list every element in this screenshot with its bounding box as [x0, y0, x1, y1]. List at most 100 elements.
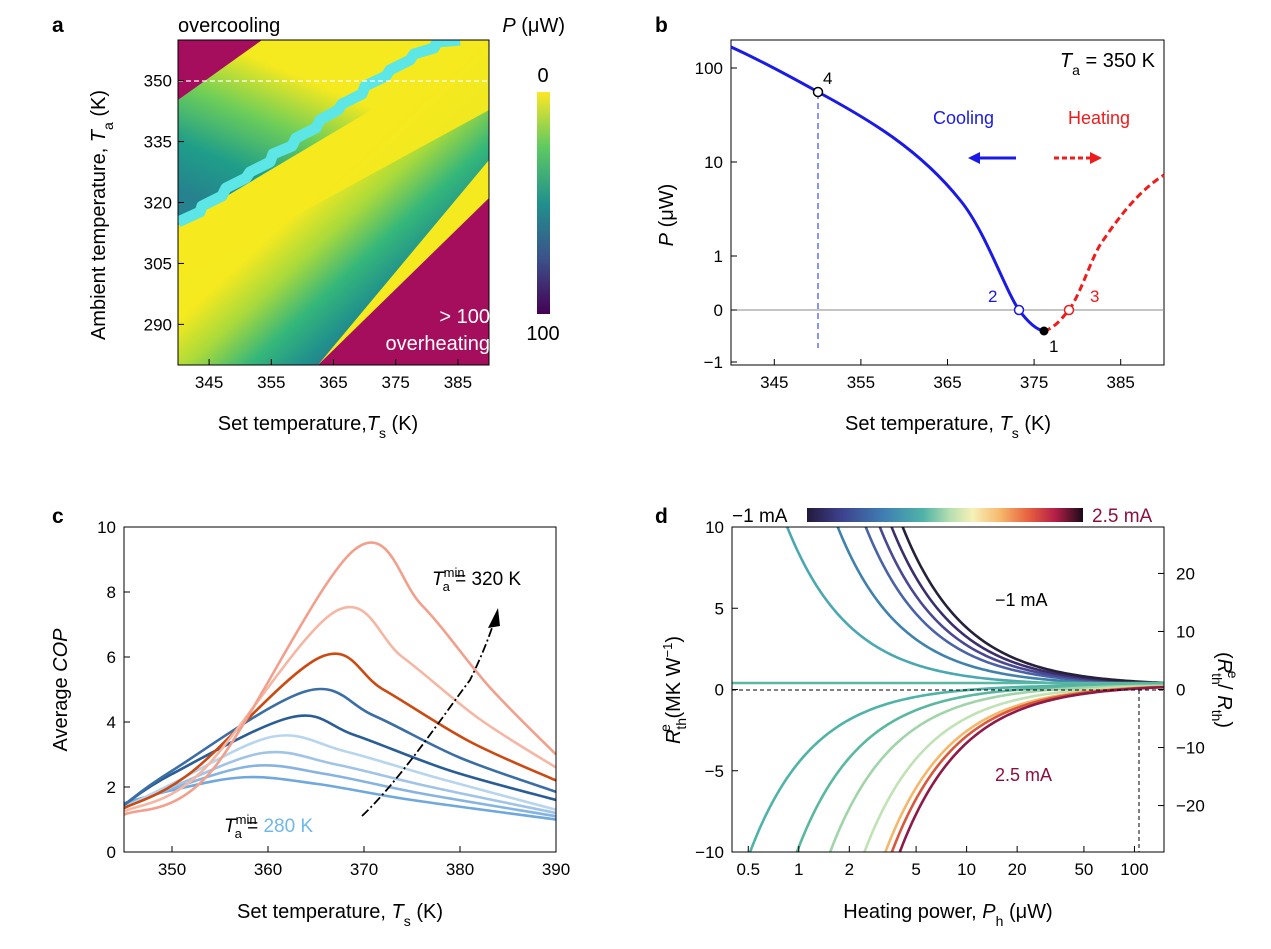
colorbar-d — [807, 508, 1083, 522]
x-tick-label: 20 — [1008, 860, 1027, 879]
panel-c-curves — [124, 541, 556, 821]
panel-c-xlabel: Set temperature, Ts (K) — [237, 901, 443, 929]
panel-d-ticks: 0.5 1 2 5 10 20 50 100 −10 −5 0 5 10 −20 −10 0 10 20 — [695, 518, 1205, 879]
y-right-tick-label: 20 — [1176, 564, 1195, 583]
panel-d-ylabel-right: (Rthe / Rth) — [1209, 652, 1241, 728]
overheating-value-label: > 100 — [439, 306, 490, 328]
point-2-marker — [1013, 304, 1025, 316]
x-tick-label: 370 — [350, 860, 378, 879]
panel-c-trend-arrow — [361, 621, 495, 817]
panel-c-ylabel: Average COP — [50, 628, 72, 752]
y-tick-label: 100 — [695, 59, 723, 78]
x-tick-label: 360 — [254, 860, 282, 879]
heating-curve — [1043, 173, 1165, 333]
panel-a-ylabel: Ambient temperature, Ta (K) — [88, 90, 116, 340]
x-tick-label: 380 — [446, 860, 474, 879]
y-tick-label: 2 — [107, 778, 116, 797]
y-tick-label: −5 — [705, 762, 724, 781]
panel-d-label-minus1: −1 mA — [995, 590, 1048, 610]
point-1-label: 1 — [1049, 337, 1058, 356]
x-tick-label: 355 — [257, 373, 285, 392]
y-right-tick-label: −20 — [1176, 797, 1205, 816]
y-tick-label: 4 — [107, 713, 116, 732]
x-tick-label: 2 — [845, 860, 854, 879]
cop-curve-9 — [124, 541, 556, 816]
y-tick-label: 350 — [144, 72, 172, 91]
panel-d-xlabel: Heating power, Ph (μW) — [843, 901, 1052, 929]
panel-b-xlabel: Set temperature, Ts (K) — [845, 413, 1051, 441]
cooling-label: Cooling — [933, 108, 994, 128]
panel-d-label-2p5: 2.5 mA — [995, 765, 1052, 785]
panel-c-bottom-label: Tmin a = 280 K — [224, 812, 313, 841]
point-3-label: 3 — [1090, 287, 1099, 306]
x-tick-label: 5 — [911, 860, 920, 879]
zero-power-line — [178, 40, 461, 228]
heatmap-yellow-stripe — [178, 40, 489, 280]
cop-curve-8 — [124, 605, 556, 813]
panel-a-xlabel: Set temperature,Ts (K) — [218, 413, 418, 441]
cop-curve-6 — [124, 687, 556, 806]
y-tick-label: 320 — [144, 194, 172, 213]
point-1-marker — [1039, 326, 1049, 336]
x-tick-label: 385 — [444, 373, 472, 392]
y-tick-label: 6 — [107, 648, 116, 667]
colorbar-a-top: 0 — [537, 65, 548, 87]
y-tick-label: 10 — [97, 518, 116, 537]
cop-curve-4 — [124, 734, 556, 812]
cooling-arrowhead — [968, 152, 980, 164]
y-right-tick-label: 10 — [1176, 622, 1195, 641]
y-tick-label: 5 — [715, 599, 724, 618]
y-tick-label: 8 — [107, 583, 116, 602]
panel-b-ylabel: P (μW) — [656, 184, 678, 247]
x-tick-label: 10 — [957, 860, 976, 879]
point-4-label: 4 — [823, 69, 832, 88]
x-tick-label: 385 — [1107, 373, 1135, 392]
x-tick-label: 355 — [847, 373, 875, 392]
panel-c-frame — [123, 526, 557, 853]
panel-d-ylabel: Rthe (MK W−1) — [657, 636, 689, 744]
panel-d-letter: d — [655, 505, 668, 528]
y-tick-label: 290 — [144, 315, 172, 334]
x-tick-label: 375 — [1020, 373, 1048, 392]
overcooling-label: overcooling — [178, 15, 280, 37]
y-tick-label: 10 — [705, 518, 724, 537]
panel-c-arrowhead — [488, 608, 500, 628]
rth-curve-top-6 — [901, 527, 1164, 685]
x-tick-label: 390 — [542, 860, 570, 879]
point-2-label: 2 — [988, 287, 997, 306]
x-tick-label: 0.5 — [736, 860, 760, 879]
colorbar-a-bottom: 100 — [526, 323, 559, 345]
colorbar-a — [537, 92, 550, 314]
colorbar-d-right: 2.5 mA — [1092, 506, 1153, 527]
x-tick-label: 1 — [794, 860, 803, 879]
x-tick-label: 375 — [382, 373, 410, 392]
y-tick-label: 10 — [704, 153, 723, 172]
y-tick-label: 1 — [714, 247, 723, 266]
overheating-region — [318, 198, 489, 365]
panel-b-letter: b — [655, 14, 668, 37]
y-right-tick-label: 0 — [1176, 681, 1185, 700]
cop-curve-7 — [124, 652, 556, 810]
x-tick-label: 50 — [1074, 860, 1093, 879]
panel-c-top-label: Tmin a = 320 K — [432, 565, 521, 594]
cop-curve-5 — [124, 714, 556, 806]
y-tick-label: −10 — [695, 843, 724, 862]
heating-label: Heating — [1068, 108, 1130, 128]
x-tick-label: 345 — [760, 373, 788, 392]
x-tick-label: 365 — [319, 373, 347, 392]
rth-curve-bottom-3 — [828, 684, 1164, 852]
colorbar-a-title: P (μW) — [502, 15, 565, 37]
y-right-tick-label: −10 — [1176, 739, 1205, 758]
x-tick-label: 100 — [1120, 860, 1148, 879]
colorbar-d-left: −1 mA — [732, 506, 788, 527]
y-tick-label: 305 — [144, 254, 172, 273]
overheating-label: overheating — [385, 333, 490, 355]
heating-arrowhead — [1090, 152, 1102, 164]
panel-b-annotation: Ta = 350 K — [1060, 50, 1156, 78]
point-4-marker — [812, 86, 824, 98]
point-3-marker — [1063, 304, 1075, 316]
rth-curve-bottom-1 — [748, 683, 1164, 852]
y-tick-label: 0 — [107, 843, 116, 862]
panel-a-ticks: 345 355 365 375 385 290 305 320 335 350 — [144, 72, 472, 392]
